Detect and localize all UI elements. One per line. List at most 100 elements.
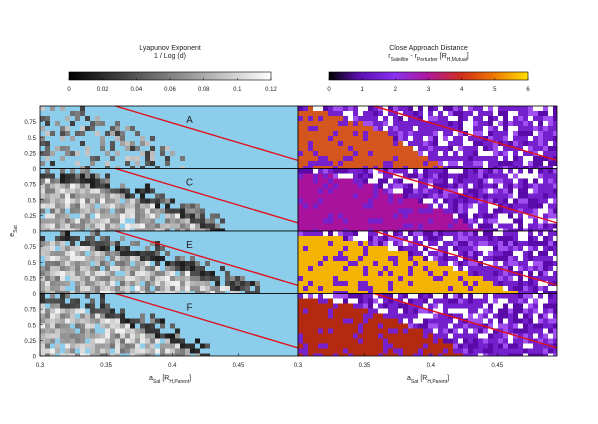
texture-cell (155, 203, 160, 209)
texture-cell (533, 353, 538, 356)
texture-cell (55, 276, 60, 281)
texture-cell (298, 251, 303, 256)
texture-cell (548, 168, 553, 174)
texture-cell (533, 333, 538, 339)
texture-cell (120, 308, 125, 314)
texture-cell (413, 338, 418, 344)
texture-cell (423, 173, 428, 179)
texture-cell (453, 203, 458, 209)
texture-cell (468, 241, 473, 246)
texture-cell (378, 136, 383, 141)
texture-cell (140, 348, 145, 354)
texture-cell (145, 276, 150, 281)
texture-cell (323, 136, 328, 141)
texture-cell (458, 308, 463, 314)
texture-cell (358, 228, 363, 231)
texture-cell (478, 151, 483, 156)
texture-cell (408, 251, 413, 256)
texture-cell (50, 213, 55, 219)
texture-cell (433, 343, 438, 349)
texture-cell (378, 141, 383, 146)
texture-cell (308, 121, 313, 126)
texture-cell (308, 183, 313, 189)
texture-cell (60, 281, 65, 286)
texture-cell (45, 348, 50, 354)
texture-cell (323, 116, 328, 121)
texture-cell (413, 348, 418, 354)
texture-cell (553, 291, 557, 294)
texture-cell (478, 291, 483, 294)
texture-cell (443, 178, 448, 184)
texture-cell (150, 328, 155, 334)
texture-cell (75, 251, 80, 256)
texture-cell (318, 291, 323, 294)
y-axis-label-part: Sat (13, 225, 19, 233)
texture-cell (553, 146, 557, 151)
texture-cell (393, 338, 398, 344)
texture-cell (528, 261, 533, 266)
y-tick-label: 0 (33, 292, 37, 298)
texture-cell (338, 193, 343, 199)
texture-cell (95, 246, 100, 251)
texture-cell (70, 298, 75, 304)
texture-cell (423, 353, 428, 356)
texture-cell (105, 308, 110, 314)
texture-cell (413, 183, 418, 189)
texture-cell (378, 256, 383, 261)
texture-cell (518, 256, 523, 261)
texture-cell (125, 261, 130, 266)
texture-cell (55, 236, 60, 241)
texture-cell (85, 241, 90, 246)
texture-cell (513, 193, 518, 199)
texture-cell (150, 156, 155, 161)
texture-cell (443, 188, 448, 194)
texture-cell (135, 223, 140, 229)
texture-cell (378, 151, 383, 156)
texture-cell (328, 126, 333, 131)
texture-cell (438, 188, 443, 194)
texture-cell (483, 333, 488, 339)
texture-cell (155, 223, 160, 229)
texture-cell (528, 136, 533, 141)
texture-cell (508, 198, 513, 204)
texture-cell (95, 131, 100, 136)
texture-cell (343, 213, 348, 219)
texture-cell (373, 353, 378, 356)
texture-cell (210, 291, 215, 294)
texture-cell (333, 333, 338, 339)
texture-cell (318, 246, 323, 251)
texture-cell (508, 203, 513, 209)
texture-cell (135, 256, 140, 261)
texture-cell (313, 246, 318, 251)
texture-cell (110, 126, 115, 131)
chart-subtitle-part: ] (467, 53, 469, 60)
texture-cell (60, 276, 65, 281)
texture-cell (398, 286, 403, 291)
texture-cell (538, 323, 543, 329)
texture-cell (140, 228, 145, 231)
texture-cell (313, 281, 318, 286)
texture-cell (413, 161, 418, 166)
texture-cell (443, 168, 448, 174)
texture-cell (433, 286, 438, 291)
texture-cell (105, 286, 110, 291)
texture-cell (105, 291, 110, 294)
texture-cell (140, 328, 145, 334)
texture-cell (548, 303, 553, 309)
texture-cell (323, 348, 328, 354)
texture-cell (483, 303, 488, 309)
texture-cell (348, 111, 353, 116)
texture-cell (75, 116, 80, 121)
texture-cell (95, 353, 100, 356)
texture-cell (80, 166, 85, 169)
texture-cell (90, 333, 95, 339)
texture-cell (50, 303, 55, 309)
texture-cell (403, 218, 408, 224)
texture-cell (448, 178, 453, 184)
texture-cell (80, 256, 85, 261)
texture-cell (388, 208, 393, 214)
texture-cell (50, 151, 55, 156)
texture-cell (478, 161, 483, 166)
texture-cell (298, 308, 303, 314)
texture-cell (85, 286, 90, 291)
